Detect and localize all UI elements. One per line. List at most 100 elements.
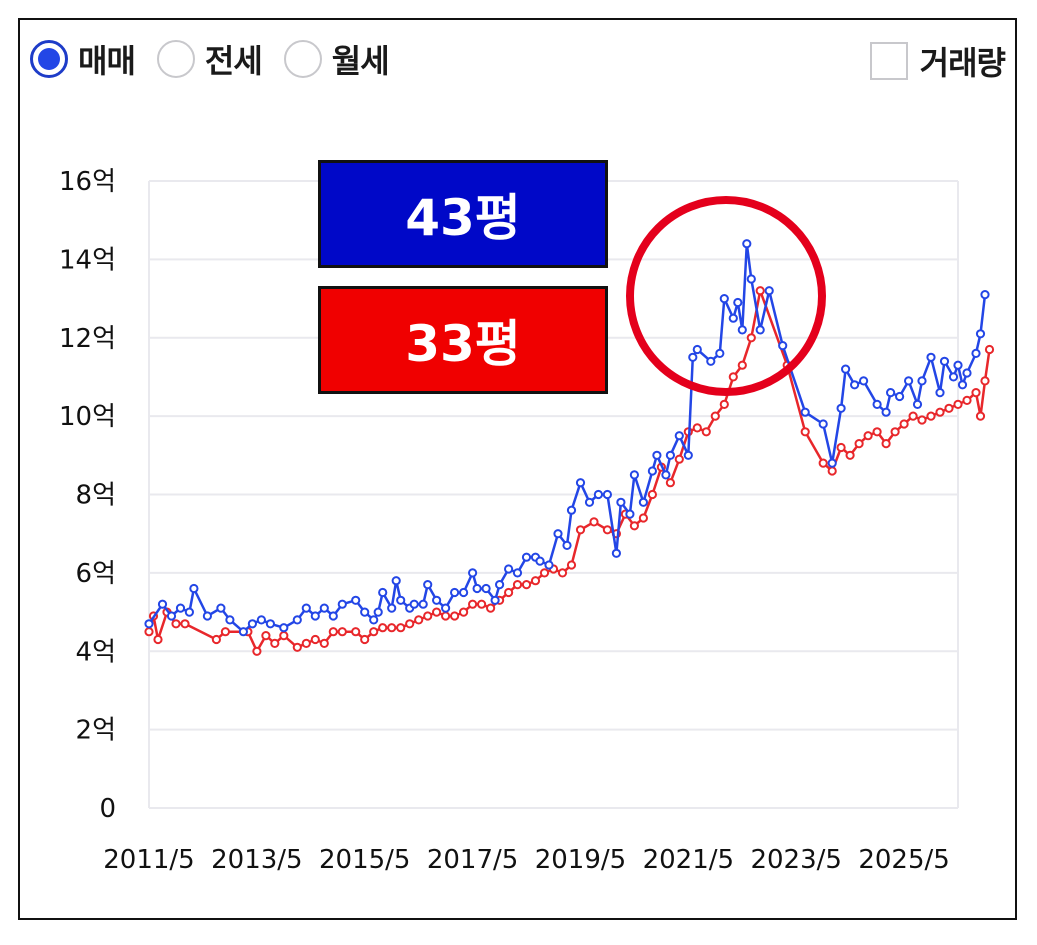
data-point	[423, 611, 433, 621]
data-point	[593, 489, 604, 500]
data-point	[328, 611, 338, 621]
data-point	[175, 603, 186, 613]
x-tick-label: 2025/5	[858, 845, 949, 875]
data-point	[328, 627, 338, 637]
data-point	[575, 525, 586, 535]
data-point	[652, 450, 662, 460]
data-point	[301, 603, 311, 613]
data-point	[450, 587, 460, 598]
data-point	[638, 513, 649, 523]
tab-monthly-rent[interactable]: 월세	[283, 36, 390, 82]
data-point	[692, 423, 702, 433]
data-point	[153, 634, 163, 645]
data-point	[360, 634, 370, 645]
data-point	[265, 619, 275, 629]
volume-toggle[interactable]: 거래량	[869, 38, 1006, 84]
data-point	[854, 439, 864, 449]
x-tick-label: 2013/5	[211, 845, 302, 875]
tab-sale[interactable]: 매매	[30, 36, 136, 82]
data-point	[279, 631, 289, 641]
data-point	[566, 505, 577, 515]
data-point	[157, 599, 168, 609]
radio-selected-icon[interactable]	[30, 40, 68, 78]
tab-monthly-rent-label: 월세	[331, 42, 390, 80]
data-point	[432, 595, 442, 605]
data-point	[886, 388, 896, 398]
data-point	[827, 466, 837, 476]
data-point	[387, 623, 397, 633]
data-point	[337, 599, 347, 609]
data-point	[629, 521, 640, 531]
data-point	[423, 580, 433, 590]
data-point	[899, 419, 909, 429]
data-point	[544, 560, 554, 570]
data-point	[953, 399, 963, 409]
data-point	[319, 638, 329, 649]
data-point	[391, 576, 401, 586]
data-point	[189, 583, 199, 594]
data-point	[351, 595, 361, 605]
data-point	[948, 372, 959, 382]
data-point	[584, 497, 595, 507]
data-point	[566, 560, 577, 570]
data-point	[710, 411, 720, 421]
data-point	[674, 431, 684, 441]
data-point	[180, 619, 190, 629]
data-point	[166, 611, 177, 621]
data-point	[827, 458, 837, 468]
data-point	[396, 595, 406, 605]
data-point	[504, 587, 514, 598]
data-point	[957, 380, 968, 390]
data-point	[917, 376, 927, 386]
data-point	[270, 638, 280, 649]
data-point	[895, 391, 905, 402]
data-point	[818, 458, 828, 468]
data-point	[638, 497, 649, 507]
data-point	[441, 603, 451, 613]
data-point	[319, 603, 329, 613]
y-tick-label: 2억	[76, 716, 116, 746]
data-point	[512, 568, 523, 578]
data-point	[980, 290, 990, 300]
data-point	[575, 478, 586, 488]
peak-highlight-circle	[626, 196, 826, 396]
data-point	[962, 395, 972, 405]
data-point	[904, 376, 914, 386]
data-point	[373, 607, 383, 617]
data-point	[337, 627, 347, 637]
data-point	[468, 568, 478, 578]
data-point	[611, 548, 622, 558]
data-point	[144, 627, 154, 637]
transaction-type-tabs: 매매 전세 월세	[30, 36, 411, 82]
data-point	[504, 564, 514, 574]
radio-empty-icon[interactable]	[283, 40, 322, 78]
data-point	[459, 587, 469, 598]
tab-jeonse[interactable]: 전세	[156, 36, 263, 82]
checkbox-icon[interactable]	[869, 42, 908, 80]
data-point	[310, 634, 320, 645]
data-point	[369, 615, 379, 625]
data-point	[490, 595, 500, 605]
y-tick-label: 4억	[76, 637, 116, 667]
data-point	[647, 489, 658, 500]
data-point	[836, 403, 846, 413]
data-point	[818, 419, 828, 429]
data-point	[521, 552, 532, 562]
data-point	[602, 489, 613, 500]
badge-33-pyeong: 33평	[318, 286, 608, 394]
data-point	[800, 407, 810, 417]
data-point	[881, 439, 891, 449]
data-point	[247, 619, 257, 629]
data-point	[360, 607, 370, 617]
data-point	[409, 599, 419, 609]
data-point	[292, 642, 302, 652]
data-point	[256, 615, 266, 625]
data-point	[472, 583, 482, 594]
badge-43-pyeong: 43평	[318, 160, 608, 268]
data-point	[800, 427, 810, 437]
data-point	[953, 360, 963, 370]
data-point	[665, 450, 676, 460]
radio-empty-icon[interactable]	[156, 40, 195, 78]
data-point	[477, 599, 487, 609]
